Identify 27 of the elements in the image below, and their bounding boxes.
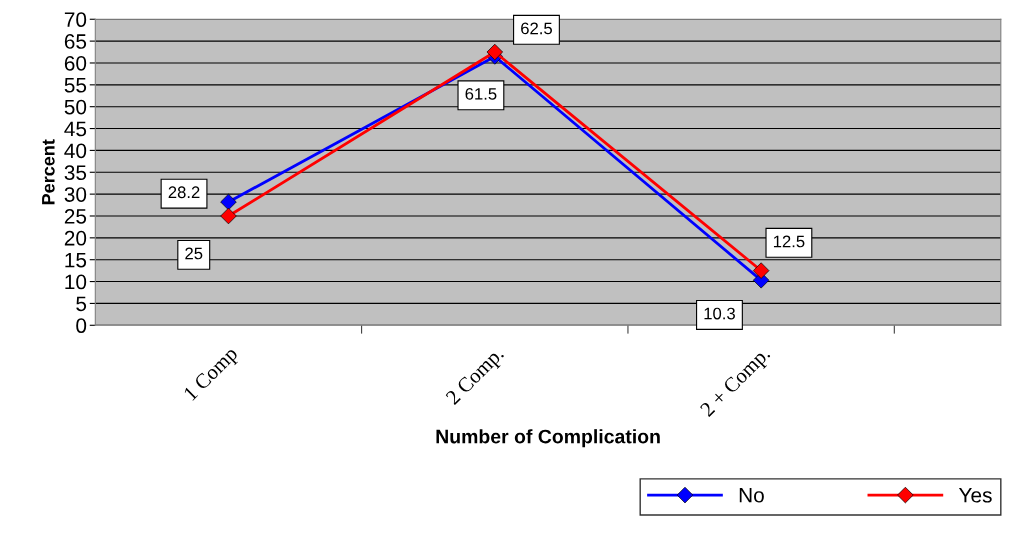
- y-tick-label: 45: [64, 121, 87, 137]
- legend-label: Yes: [958, 488, 992, 503]
- data-label: 28.2: [168, 186, 200, 199]
- legend-label: No: [739, 488, 764, 503]
- data-label: 62.5: [521, 22, 552, 35]
- y-tick-label: 10: [65, 274, 87, 290]
- point: [220, 207, 237, 225]
- y-tick-label: 20: [64, 230, 87, 246]
- y-tick-label: 5: [76, 296, 87, 312]
- x-axis-title: Number of Complication: [436, 429, 660, 448]
- data-label: 61.5: [465, 87, 497, 100]
- data-label: 10.3: [704, 307, 735, 320]
- y-tick-label: 0: [76, 318, 87, 334]
- y-tick-label: 15: [65, 252, 87, 268]
- y-tick-label: 25: [64, 208, 87, 224]
- y-tick-label: 30: [64, 187, 87, 202]
- data-label: 12.5: [773, 235, 805, 248]
- y-tick-label: 70: [64, 12, 87, 28]
- y-axis-title: Percent: [42, 139, 55, 205]
- data-label: 25: [185, 247, 203, 260]
- point: [486, 43, 504, 61]
- y-tick-label: 50: [64, 99, 87, 115]
- y-tick-label: 40: [64, 143, 87, 159]
- y-tick-label: 55: [64, 78, 87, 93]
- y-tick-label: 60: [64, 55, 87, 71]
- y-tick-label: 65: [64, 34, 87, 49]
- y-tick-label: 35: [64, 165, 87, 181]
